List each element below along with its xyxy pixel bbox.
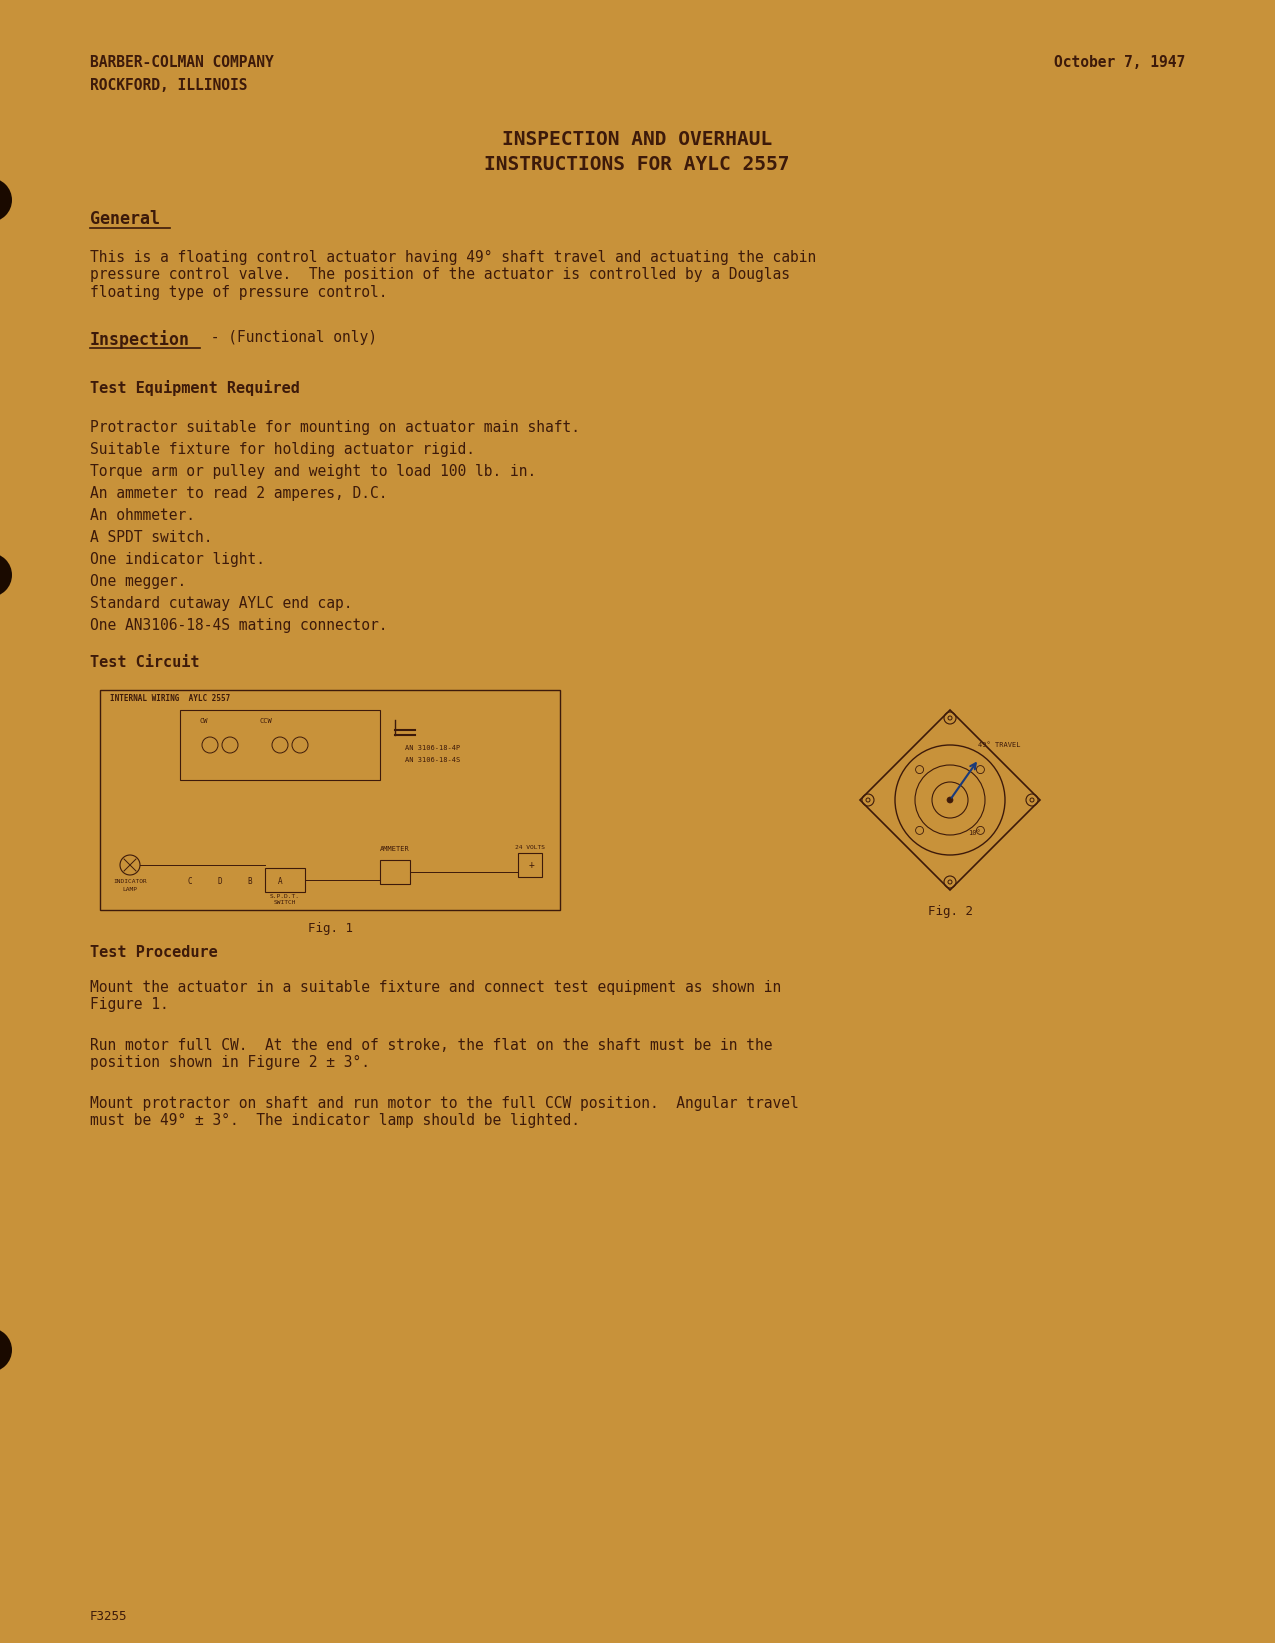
Text: SWITCH: SWITCH — [274, 900, 296, 905]
Text: INTERNAL WIRING  AYLC 2557: INTERNAL WIRING AYLC 2557 — [110, 693, 231, 703]
Text: CCW: CCW — [260, 718, 273, 725]
Text: LAMP: LAMP — [122, 887, 138, 892]
Text: One indicator light.: One indicator light. — [91, 552, 265, 567]
Text: Test Equipment Required: Test Equipment Required — [91, 380, 300, 396]
Text: INSPECTION AND OVERHAUL
INSTRUCTIONS FOR AYLC 2557: INSPECTION AND OVERHAUL INSTRUCTIONS FOR… — [484, 130, 789, 174]
Circle shape — [947, 797, 952, 803]
Bar — [99, 690, 560, 910]
Bar — [518, 853, 542, 877]
Text: Standard cutaway AYLC end cap.: Standard cutaway AYLC end cap. — [91, 596, 352, 611]
Text: D: D — [218, 877, 222, 887]
Text: C: C — [187, 877, 193, 887]
Text: An ammeter to read 2 amperes, D.C.: An ammeter to read 2 amperes, D.C. — [91, 486, 388, 501]
Text: Mount protractor on shaft and run motor to the full CCW position.  Angular trave: Mount protractor on shaft and run motor … — [91, 1096, 798, 1129]
Text: Inspection: Inspection — [91, 330, 190, 348]
Text: This is a floating control actuator having 49° shaft travel and actuating the ca: This is a floating control actuator havi… — [91, 250, 816, 299]
Text: Test Circuit: Test Circuit — [91, 656, 199, 670]
Text: B: B — [247, 877, 252, 887]
Text: - (Functional only): - (Functional only) — [201, 330, 377, 345]
Text: Test Procedure: Test Procedure — [91, 945, 218, 960]
Text: S.P.D.T.: S.P.D.T. — [270, 894, 300, 899]
Text: Mount the actuator in a suitable fixture and connect test equipment as shown in
: Mount the actuator in a suitable fixture… — [91, 979, 782, 1012]
Text: 24 VOLTS: 24 VOLTS — [515, 845, 544, 849]
Text: General: General — [91, 210, 159, 228]
Text: A SPDT switch.: A SPDT switch. — [91, 531, 213, 545]
Text: Fig. 2: Fig. 2 — [927, 905, 973, 918]
Text: AN 3106-18-4S: AN 3106-18-4S — [405, 757, 460, 762]
Text: October 7, 1947: October 7, 1947 — [1053, 54, 1184, 71]
Circle shape — [0, 177, 11, 222]
Text: Torque arm or pulley and weight to load 100 lb. in.: Torque arm or pulley and weight to load … — [91, 463, 537, 480]
Text: A: A — [278, 877, 282, 887]
Text: Suitable fixture for holding actuator rigid.: Suitable fixture for holding actuator ri… — [91, 442, 476, 457]
Text: 10°: 10° — [968, 830, 980, 836]
Text: One megger.: One megger. — [91, 573, 186, 588]
Circle shape — [0, 554, 11, 596]
Text: F3255: F3255 — [91, 1610, 128, 1623]
Text: ROCKFORD, ILLINOIS: ROCKFORD, ILLINOIS — [91, 77, 247, 94]
Text: INDICATOR: INDICATOR — [113, 879, 147, 884]
Text: An ohmmeter.: An ohmmeter. — [91, 508, 195, 522]
Text: Run motor full CW.  At the end of stroke, the flat on the shaft must be in the
p: Run motor full CW. At the end of stroke,… — [91, 1038, 773, 1071]
Text: BARBER-COLMAN COMPANY: BARBER-COLMAN COMPANY — [91, 54, 274, 71]
Circle shape — [0, 1328, 11, 1372]
Text: Protractor suitable for mounting on actuator main shaft.: Protractor suitable for mounting on actu… — [91, 421, 580, 435]
Text: +: + — [529, 859, 536, 871]
Bar — [265, 868, 305, 892]
Text: CW: CW — [200, 718, 209, 725]
Text: Fig. 1: Fig. 1 — [307, 922, 352, 935]
Text: AN 3106-18-4P: AN 3106-18-4P — [405, 744, 460, 751]
Text: AMMETER: AMMETER — [380, 846, 409, 853]
Text: One AN3106-18-4S mating connector.: One AN3106-18-4S mating connector. — [91, 618, 388, 633]
Bar — [180, 710, 380, 780]
Text: 49° TRAVEL: 49° TRAVEL — [978, 743, 1020, 748]
Bar — [380, 859, 411, 884]
